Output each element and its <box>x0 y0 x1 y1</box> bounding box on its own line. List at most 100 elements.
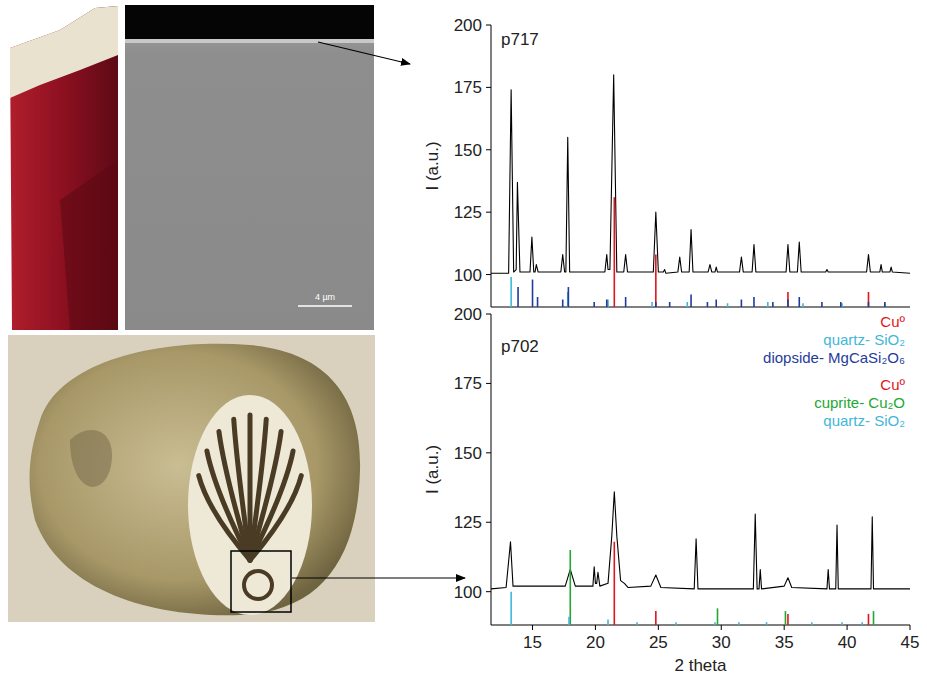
rosette <box>188 395 312 615</box>
x-tick <box>910 625 911 630</box>
y-tick-label: 200 <box>454 305 482 324</box>
legend-entry: quartz- SiO₂ <box>823 331 905 348</box>
reference-stick <box>861 622 863 625</box>
reference-stick <box>569 550 571 625</box>
y-tick-label: 175 <box>454 374 482 393</box>
pattern-line <box>491 492 910 589</box>
y-tick <box>486 591 491 592</box>
reference-stick <box>753 297 755 307</box>
reference-stick <box>669 302 671 307</box>
reference-stick <box>714 622 716 625</box>
rosette-petal <box>250 476 301 560</box>
reference-stick <box>606 300 608 307</box>
legend: Cuºquartz- SiO₂diopside- MgCaSi₂O₆ <box>763 313 905 366</box>
y-tick <box>486 149 491 150</box>
reference-stick <box>614 197 616 307</box>
reference-stick <box>802 303 804 307</box>
reference-stick <box>607 300 609 307</box>
reference-stick <box>873 611 875 625</box>
x-tick <box>784 625 785 630</box>
y-tick <box>486 87 491 88</box>
reference-stick <box>811 622 813 625</box>
reference-stick <box>787 292 789 307</box>
pattern-line <box>491 75 910 273</box>
reference-stick <box>537 297 539 307</box>
panel-title: p702 <box>501 337 539 356</box>
y-tick-label: 150 <box>454 141 482 160</box>
reference-stick <box>884 302 886 307</box>
reference-stick <box>727 303 729 307</box>
sherd <box>30 344 361 615</box>
y-tick <box>486 212 491 213</box>
reference-stick <box>532 280 534 307</box>
y-tick-label: 175 <box>454 78 482 97</box>
legend-entry: Cuº <box>880 376 905 393</box>
red-glass-sample <box>10 6 118 330</box>
y-axis <box>491 314 492 625</box>
reference-stick <box>625 297 627 307</box>
reference-stick <box>738 622 740 625</box>
reference-stick <box>686 302 688 307</box>
sem-dark-band <box>125 5 374 39</box>
reference-stick <box>651 302 653 307</box>
reference-stick <box>614 542 616 625</box>
plot-area <box>491 492 910 625</box>
reference-stick <box>510 592 512 625</box>
y-tick-label: 200 <box>454 16 482 35</box>
reference-stick <box>787 614 789 625</box>
x-tick <box>595 625 596 630</box>
sample-shadow <box>60 160 118 330</box>
legend-entry: Cuº <box>880 313 905 330</box>
legend-entry: quartz- SiO₂ <box>823 412 905 429</box>
y-tick <box>486 522 491 523</box>
reference-stick <box>767 302 769 307</box>
reference-stick <box>655 611 657 625</box>
reference-stick <box>636 622 638 625</box>
sample-white-layer <box>10 6 118 98</box>
sem-scale-label: 4 µm <box>315 292 335 302</box>
x-tick <box>532 625 533 630</box>
reference-stick <box>868 292 870 307</box>
reference-stick <box>821 302 823 307</box>
sem-image <box>125 5 374 330</box>
detail-box <box>231 551 291 612</box>
y-axis <box>491 25 492 307</box>
x-tick-label: 30 <box>712 633 731 652</box>
sherd-photo <box>8 335 375 622</box>
reference-stick <box>593 302 595 307</box>
reference-stick <box>868 614 870 625</box>
y-tick <box>486 314 491 315</box>
reference-stick <box>690 295 692 307</box>
reference-stick <box>715 300 717 307</box>
y-tick <box>486 452 491 453</box>
rosette-curl <box>244 571 272 599</box>
y-tick-label: 100 <box>454 266 482 285</box>
legend-entry: cuprite- Cu₂O <box>814 394 905 411</box>
x-tick-label: 20 <box>586 633 605 652</box>
legend: Cuºcuprite- Cu₂Oquartz- SiO₂ <box>814 376 905 429</box>
reference-stick <box>798 297 800 307</box>
y-tick-label: 125 <box>454 203 482 222</box>
y-tick <box>486 274 491 275</box>
y-axis-title: I (a.u.) <box>423 445 442 494</box>
x-tick-label: 35 <box>775 633 794 652</box>
reference-stick <box>568 617 570 625</box>
photos: 4 µm <box>8 5 465 622</box>
panel: 100125150175200I (a.u.)p717Cuºquartz- Si… <box>423 16 910 366</box>
arrow <box>318 42 410 64</box>
reference-stick <box>655 302 657 307</box>
x-tick-label: 15 <box>523 633 542 652</box>
x-tick-label: 40 <box>838 633 857 652</box>
reference-stick <box>517 287 519 307</box>
y-tick-label: 150 <box>454 444 482 463</box>
panel: 10012515017520015202530354045I (a.u.)2 t… <box>423 305 919 675</box>
plot-area <box>491 75 910 307</box>
y-axis-title: I (a.u.) <box>423 141 442 190</box>
x-tick <box>658 625 659 630</box>
reference-stick <box>766 622 768 625</box>
x-tick <box>721 625 722 630</box>
sherd-stain <box>70 430 112 487</box>
reference-stick <box>717 608 719 625</box>
sem-surface <box>125 39 374 43</box>
y-tick <box>486 383 491 384</box>
